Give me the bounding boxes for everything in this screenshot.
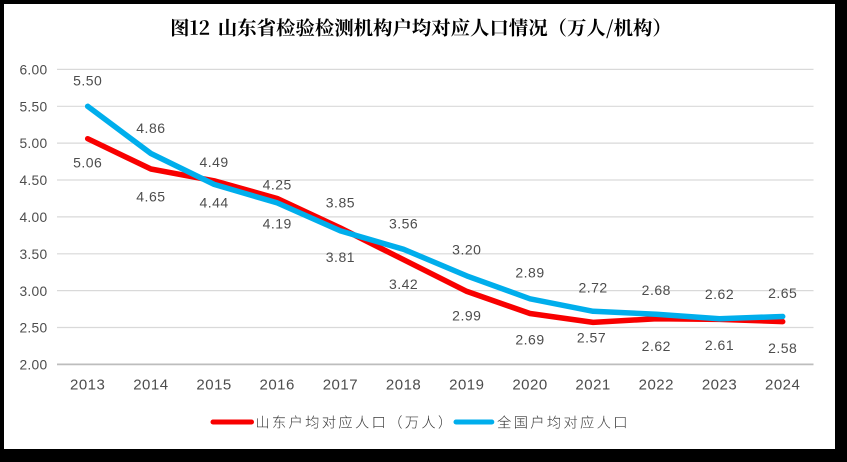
svg-text:4.50: 4.50 xyxy=(19,173,47,188)
svg-text:2018: 2018 xyxy=(386,376,421,393)
svg-text:2020: 2020 xyxy=(512,376,547,393)
svg-text:5.00: 5.00 xyxy=(19,136,47,151)
svg-text:3.20: 3.20 xyxy=(452,242,481,258)
svg-text:5.06: 5.06 xyxy=(73,155,102,171)
svg-text:2015: 2015 xyxy=(196,376,231,393)
svg-text:2.57: 2.57 xyxy=(577,329,606,345)
svg-text:4.00: 4.00 xyxy=(19,210,47,225)
svg-text:2023: 2023 xyxy=(702,376,737,393)
svg-text:2.99: 2.99 xyxy=(452,308,481,324)
svg-text:2.65: 2.65 xyxy=(768,285,797,301)
svg-text:4.65: 4.65 xyxy=(136,189,165,205)
svg-text:3.00: 3.00 xyxy=(19,284,47,299)
svg-text:4.19: 4.19 xyxy=(263,215,292,231)
svg-text:2.89: 2.89 xyxy=(515,265,544,281)
svg-text:3.85: 3.85 xyxy=(326,195,355,211)
svg-text:2021: 2021 xyxy=(575,376,610,393)
svg-text:2.00: 2.00 xyxy=(19,358,47,373)
svg-text:4.49: 4.49 xyxy=(199,154,228,170)
svg-text:2019: 2019 xyxy=(449,376,484,393)
svg-text:2.62: 2.62 xyxy=(642,338,671,354)
svg-text:2013: 2013 xyxy=(70,376,105,393)
svg-text:4.44: 4.44 xyxy=(199,195,228,211)
svg-text:6.00: 6.00 xyxy=(19,63,47,78)
svg-text:4.25: 4.25 xyxy=(263,177,292,193)
svg-text:5.50: 5.50 xyxy=(19,99,47,114)
svg-text:3.50: 3.50 xyxy=(19,247,47,262)
svg-text:2022: 2022 xyxy=(639,376,674,393)
svg-text:2024: 2024 xyxy=(765,376,800,393)
svg-text:4.86: 4.86 xyxy=(136,120,165,136)
svg-text:2.58: 2.58 xyxy=(768,340,797,356)
svg-text:2.69: 2.69 xyxy=(515,331,544,347)
svg-text:3.42: 3.42 xyxy=(389,276,418,292)
svg-text:2.62: 2.62 xyxy=(705,286,734,302)
svg-text:2016: 2016 xyxy=(260,376,295,393)
svg-text:2017: 2017 xyxy=(323,376,358,393)
svg-text:3.81: 3.81 xyxy=(326,249,355,265)
svg-text:2.72: 2.72 xyxy=(578,279,607,295)
svg-text:5.50: 5.50 xyxy=(73,73,102,89)
svg-text:2.61: 2.61 xyxy=(705,337,734,353)
svg-text:2014: 2014 xyxy=(133,376,168,393)
svg-text:2.68: 2.68 xyxy=(642,282,671,298)
svg-text:3.56: 3.56 xyxy=(389,215,418,231)
svg-text:2.50: 2.50 xyxy=(19,321,47,336)
